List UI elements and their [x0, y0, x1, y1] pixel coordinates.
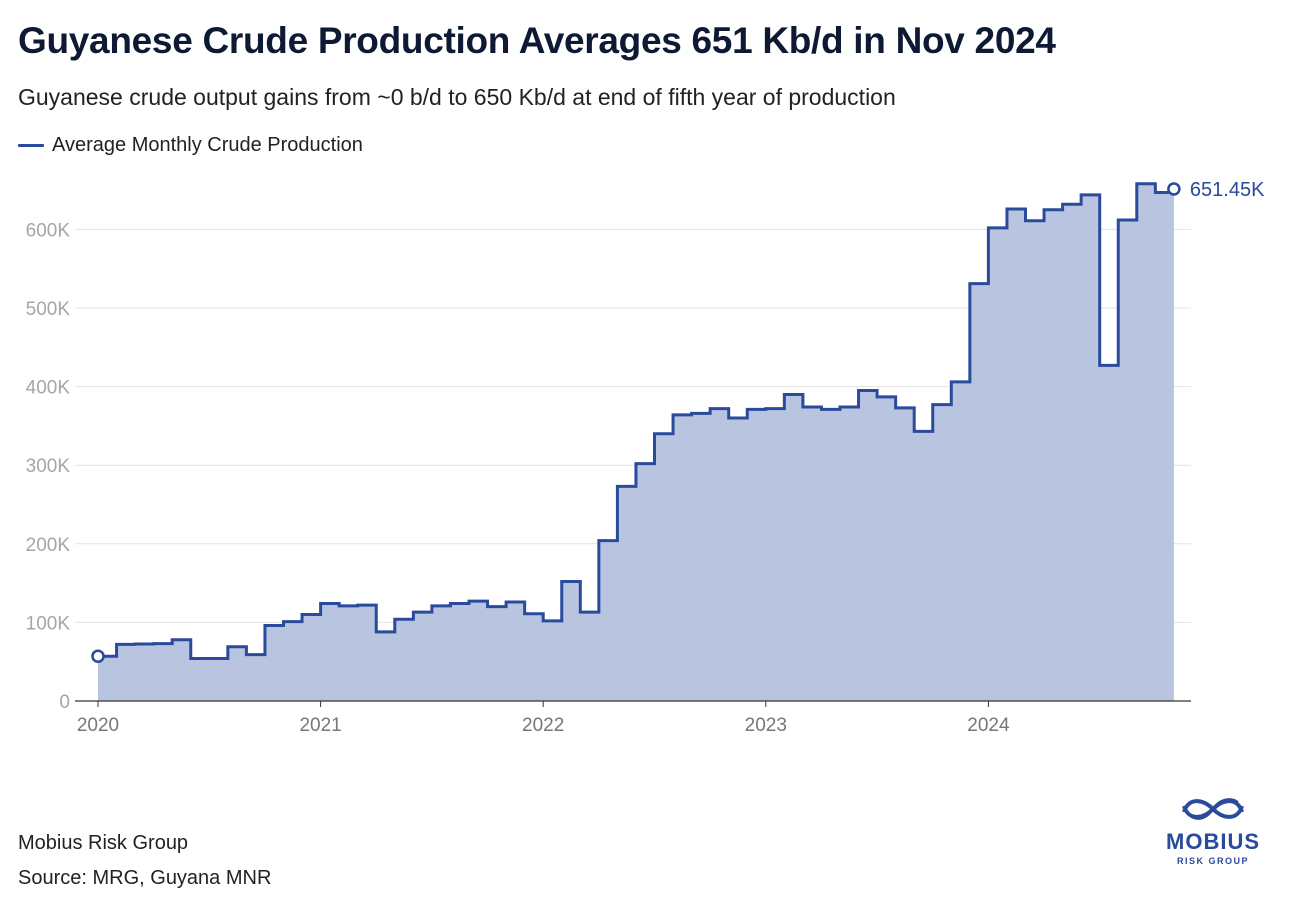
y-tick-label: 200K: [26, 535, 71, 556]
y-tick-label: 400K: [26, 378, 71, 399]
chart-subtitle: Guyanese crude output gains from ~0 b/d …: [18, 84, 896, 110]
mobius-infinity-icon: [1182, 798, 1244, 820]
logo-word: MOBIUS: [1166, 829, 1260, 854]
legend-label: Average Monthly Crude Production: [52, 134, 363, 156]
y-tick-label: 600K: [26, 220, 71, 241]
chart-title: Guyanese Crude Production Averages 651 K…: [18, 20, 1056, 61]
y-tick-label: 300K: [26, 456, 71, 477]
x-tick-label: 2023: [745, 715, 787, 736]
y-tick-label: 500K: [26, 299, 71, 320]
y-tick-label: 0: [59, 692, 70, 713]
marker-group: 651.45K: [91, 179, 1265, 663]
series-line: [98, 182, 1176, 661]
end-value-label: 651.45K: [1190, 179, 1265, 201]
series-group: [98, 182, 1176, 701]
x-tick-label: 2024: [967, 715, 1010, 736]
x-tick-label: 2022: [522, 715, 564, 736]
y-axis-ticks: 0 100K 200K 300K 400K 500K 600K: [26, 220, 71, 713]
x-axis: 2020 2021 2022 2023 2024: [75, 700, 1191, 736]
footer-source: Source: MRG, Guyana MNR: [18, 867, 272, 889]
footer-organization: Mobius Risk Group: [18, 832, 189, 854]
y-tick-label: 100K: [26, 613, 71, 634]
x-tick-label: 2021: [299, 715, 341, 736]
logo-subtitle: RISK GROUP: [1176, 856, 1249, 866]
legend-swatch: [18, 144, 44, 147]
logo: MOBIUS RISK GROUP: [1148, 792, 1278, 866]
series-area: [98, 183, 1174, 701]
x-tick-label: 2020: [77, 715, 119, 736]
legend: Average Monthly Crude Production: [18, 134, 363, 157]
end-point-marker: [1167, 182, 1181, 196]
start-point-marker: [91, 649, 105, 663]
